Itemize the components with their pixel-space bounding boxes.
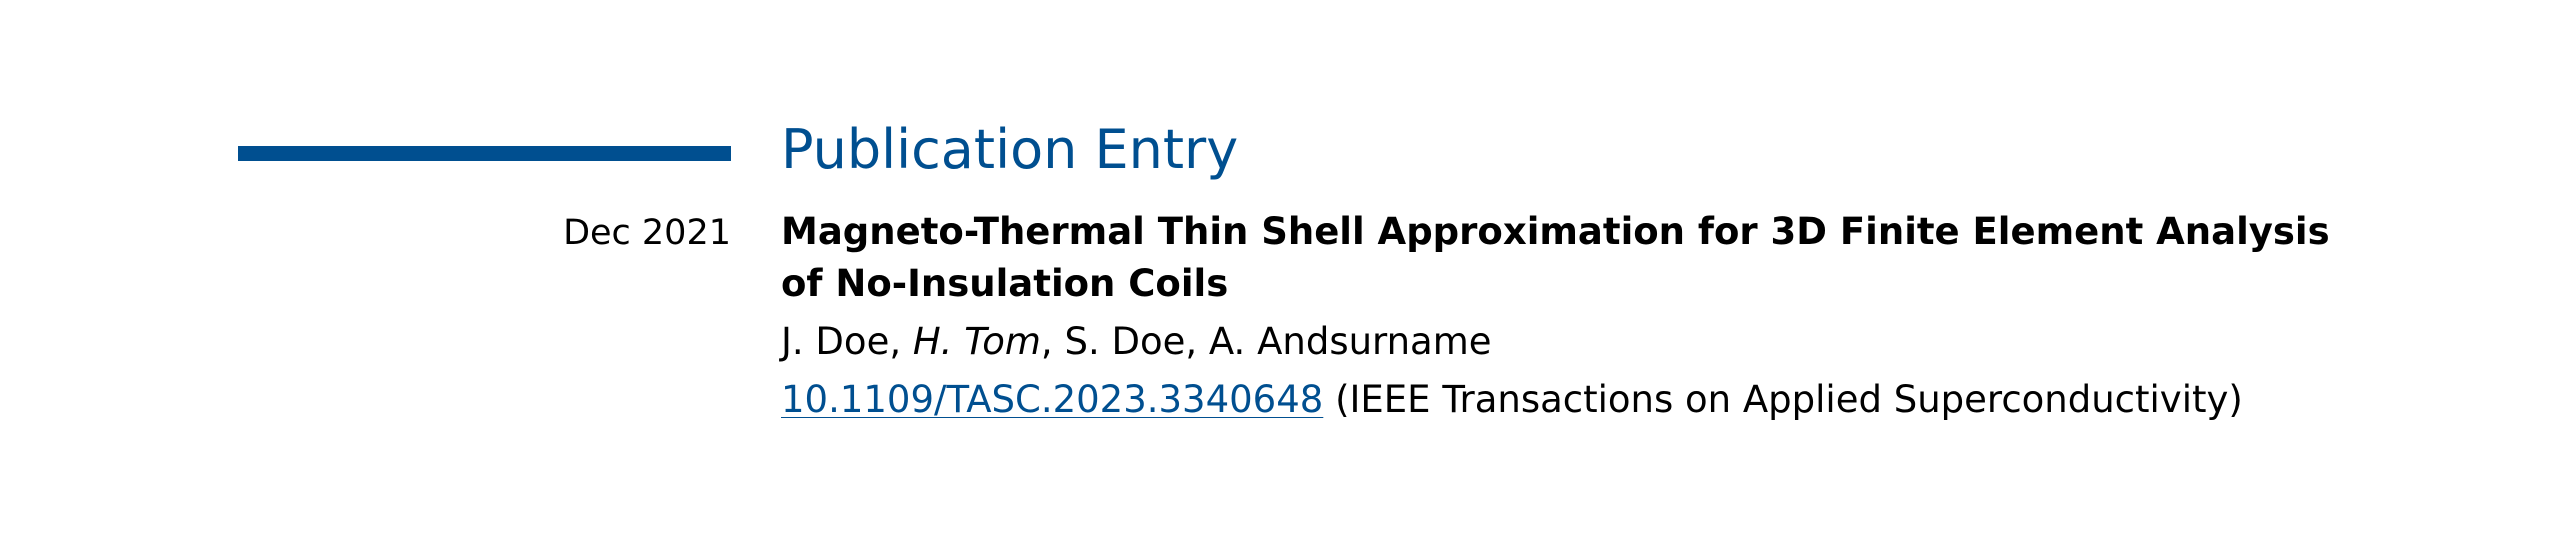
- doi-link[interactable]: 10.1109/TASC.2023.3340648: [781, 378, 1324, 421]
- author-name: J. Doe: [781, 320, 890, 363]
- author-name-highlighted: H. Tom: [912, 320, 1041, 363]
- author-separator: ,: [1185, 320, 1209, 363]
- venue-text: (IEEE Transactions on Applied Supercondu…: [1335, 378, 2243, 421]
- section-accent-bar: [238, 146, 731, 161]
- entry-date: Dec 2021: [563, 213, 731, 253]
- author-separator: ,: [889, 320, 913, 363]
- author-separator: ,: [1040, 320, 1065, 363]
- section-title: Publication Entry: [781, 118, 1239, 181]
- author-list: J. Doe, H. Tom, S. Doe, A. Andsurname: [781, 318, 1492, 366]
- author-name: A. Andsurname: [1208, 320, 1492, 363]
- entry-title: Magneto-Thermal Thin Shell Approximation…: [781, 210, 2330, 305]
- author-name: S. Doe: [1064, 320, 1186, 363]
- doi-line: 10.1109/TASC.2023.3340648 (IEEE Transact…: [781, 376, 2243, 424]
